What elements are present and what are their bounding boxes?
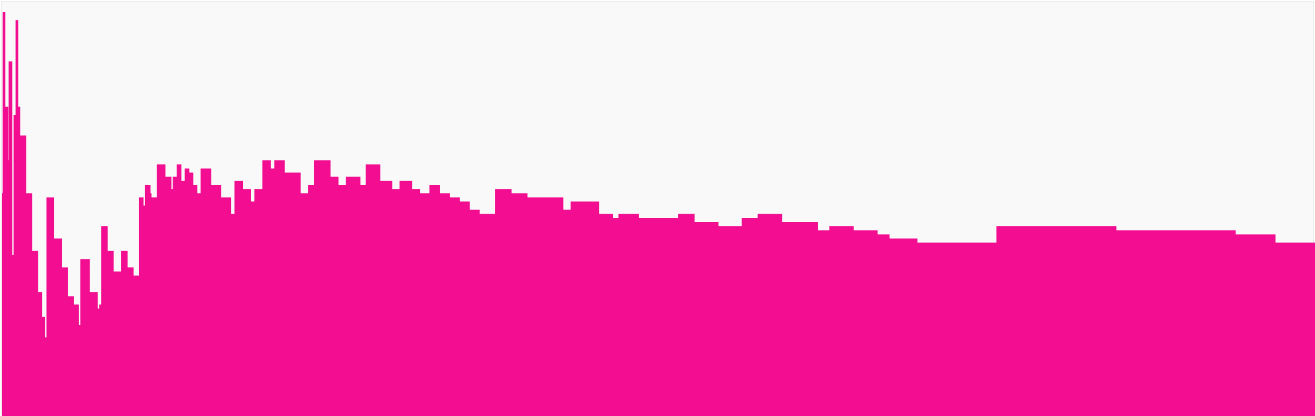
area-series: [2, 11, 1315, 416]
area-layer: [2, 11, 1315, 416]
